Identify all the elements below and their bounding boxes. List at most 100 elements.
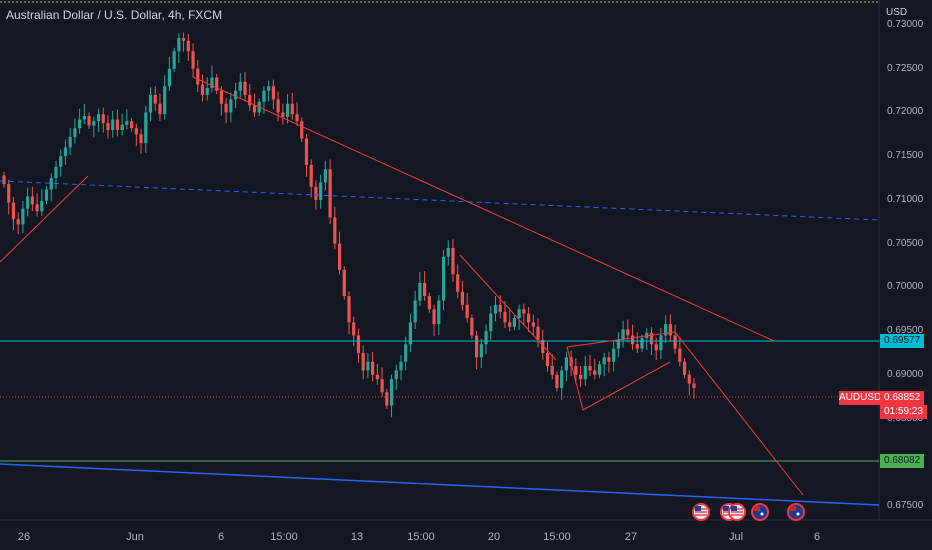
au-flag-icon[interactable] bbox=[787, 503, 805, 521]
candle-up bbox=[59, 156, 63, 167]
candle-up bbox=[172, 51, 176, 69]
candle-up bbox=[479, 344, 483, 358]
candle-up bbox=[389, 379, 394, 406]
support-trendline[interactable] bbox=[0, 463, 880, 506]
candle-down bbox=[630, 335, 635, 345]
candle-down bbox=[555, 374, 559, 388]
wedge-left-edge[interactable] bbox=[566, 346, 584, 411]
level-price-label: 0.69577 bbox=[880, 334, 925, 348]
candle-down bbox=[626, 329, 630, 336]
candle-down bbox=[649, 332, 654, 345]
candle-down bbox=[498, 304, 502, 312]
candle-up bbox=[560, 370, 564, 388]
resistance-trendline[interactable] bbox=[192, 76, 775, 342]
candle-down bbox=[16, 219, 20, 225]
candle-up bbox=[493, 304, 498, 314]
candle-up bbox=[564, 357, 568, 371]
candle-up bbox=[418, 282, 422, 301]
projection-line[interactable] bbox=[674, 331, 804, 496]
candle-down bbox=[342, 269, 346, 297]
candle-up bbox=[323, 169, 327, 183]
candle-up bbox=[148, 94, 153, 113]
candle-up bbox=[92, 121, 96, 126]
candle-up bbox=[394, 370, 398, 380]
candle-up bbox=[120, 124, 124, 130]
candle-up bbox=[78, 119, 82, 129]
candle-down bbox=[531, 322, 535, 327]
candle-down bbox=[456, 274, 460, 292]
dashed-trendline[interactable] bbox=[0, 180, 880, 221]
candle-up bbox=[63, 147, 68, 157]
candle-up bbox=[408, 322, 413, 345]
candle-down bbox=[578, 374, 583, 380]
wedge-lower-line[interactable] bbox=[582, 361, 671, 411]
candle-down bbox=[295, 114, 299, 122]
countdown-label: 01:59:23 bbox=[880, 405, 927, 419]
candle-up bbox=[285, 103, 290, 117]
candle-down bbox=[333, 217, 337, 244]
candle-up bbox=[597, 364, 602, 375]
candle-down bbox=[314, 186, 318, 200]
time-tick: 27 bbox=[624, 531, 638, 543]
au-flag-icon[interactable] bbox=[751, 503, 769, 521]
candle-down bbox=[607, 357, 611, 362]
last-price-label: 0.68852 bbox=[880, 391, 925, 405]
candle-up bbox=[68, 136, 72, 148]
candle-down bbox=[503, 311, 507, 323]
candle-down bbox=[300, 121, 304, 139]
candle-up bbox=[125, 121, 129, 125]
price-tick: 0.71000 bbox=[887, 193, 924, 205]
candle-down bbox=[536, 326, 540, 340]
price-tick: 0.69500 bbox=[887, 325, 924, 337]
time-tick: 6 bbox=[217, 531, 225, 543]
candle-down bbox=[423, 282, 427, 297]
candle-down bbox=[35, 204, 39, 212]
candle-down bbox=[248, 94, 252, 106]
candle-up bbox=[616, 339, 620, 349]
wedge-upper-line[interactable] bbox=[566, 331, 676, 348]
candle-up bbox=[44, 189, 49, 201]
candle-down bbox=[371, 361, 375, 375]
candle-down bbox=[550, 366, 554, 375]
candle-down bbox=[290, 103, 294, 115]
candle-down bbox=[451, 248, 455, 275]
candle-down bbox=[508, 322, 512, 327]
candle-up bbox=[413, 300, 417, 323]
falling-channel-line[interactable] bbox=[459, 254, 557, 361]
candle-down bbox=[574, 366, 578, 375]
candle-down bbox=[352, 322, 356, 336]
candle-down bbox=[115, 119, 120, 130]
candle-up bbox=[489, 313, 493, 332]
candle-up bbox=[49, 178, 53, 190]
candle-up bbox=[441, 256, 446, 301]
candle-up bbox=[640, 338, 644, 349]
candle-down bbox=[271, 86, 275, 100]
candle-up bbox=[267, 86, 271, 91]
candle-down bbox=[522, 309, 526, 314]
candle-down bbox=[347, 296, 351, 323]
candle-down bbox=[219, 90, 223, 104]
drawings[interactable] bbox=[0, 76, 880, 506]
candle-down bbox=[475, 335, 479, 358]
candle-up bbox=[26, 196, 30, 209]
time-tick: 26 bbox=[17, 531, 31, 543]
economic-events[interactable] bbox=[692, 503, 805, 521]
candle-up bbox=[399, 361, 403, 371]
candle-up bbox=[404, 344, 408, 362]
symbol-price-tag: AUDUSD bbox=[839, 391, 882, 405]
candle-down bbox=[678, 348, 682, 362]
rising-trendline[interactable] bbox=[0, 175, 89, 263]
price-tick: 0.71500 bbox=[887, 150, 924, 162]
candle-down bbox=[139, 134, 143, 144]
candle-up bbox=[664, 324, 668, 336]
candle-down bbox=[687, 374, 691, 384]
us-flag-icon[interactable] bbox=[692, 503, 710, 521]
candle-up bbox=[229, 99, 233, 113]
candle-down bbox=[276, 99, 280, 113]
chart-title: Australian Dollar / U.S. Dollar, 4h, FXC… bbox=[6, 8, 223, 22]
candle-down bbox=[309, 164, 313, 187]
candle-up bbox=[163, 86, 167, 115]
price-tick: 0.69000 bbox=[887, 368, 924, 380]
us-flag-icon[interactable] bbox=[728, 503, 746, 521]
